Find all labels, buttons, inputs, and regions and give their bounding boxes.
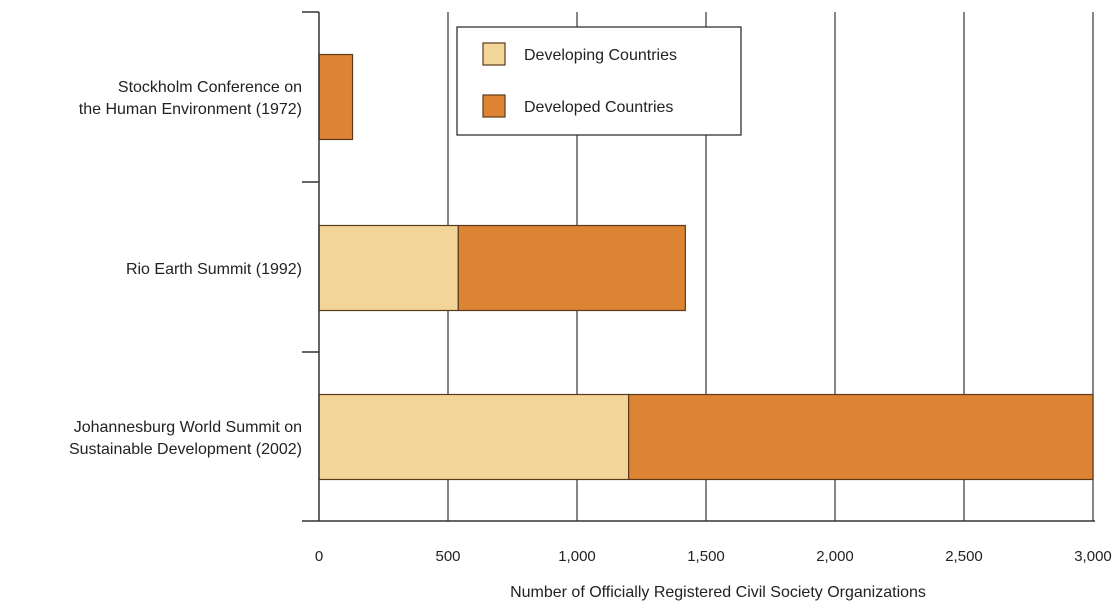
bar-segment [318, 224, 459, 312]
category-label: the Human Environment (1972) [79, 101, 302, 118]
x-tick-label: 2,500 [945, 548, 983, 565]
category-label: Rio Earth Summit (1992) [126, 261, 302, 278]
x-axis-title: Number of Officially Registered Civil So… [510, 584, 926, 601]
axes [302, 11, 1095, 522]
x-tick-label: 1,000 [558, 548, 596, 565]
bars [318, 53, 1094, 481]
x-tick-label: 0 [315, 548, 323, 565]
x-tick-labels: 0 500 1,000 1,500 2,000 2,500 3,000 [315, 548, 1112, 565]
legend-label: Developed Countries [524, 99, 673, 116]
x-tick-label: 3,000 [1074, 548, 1112, 565]
legend-swatch [482, 94, 506, 118]
category-label: Sustainable Development (2002) [69, 441, 302, 458]
legend-label: Developing Countries [524, 47, 677, 64]
bar-segment [627, 393, 1094, 481]
x-tick-label: 500 [435, 548, 460, 565]
category-label: Stockholm Conference on [118, 79, 302, 96]
x-tick-label: 2,000 [816, 548, 854, 565]
legend-swatch [482, 42, 506, 66]
bar-segment [318, 53, 354, 141]
legend: Developing Countries Developed Countries [456, 26, 742, 136]
category-label: Johannesburg World Summit on [74, 419, 302, 436]
bar-segment [457, 224, 686, 312]
x-tick-label: 1,500 [687, 548, 725, 565]
category-labels: Stockholm Conference on the Human Environ… [69, 79, 302, 458]
bar-segment [318, 393, 630, 481]
